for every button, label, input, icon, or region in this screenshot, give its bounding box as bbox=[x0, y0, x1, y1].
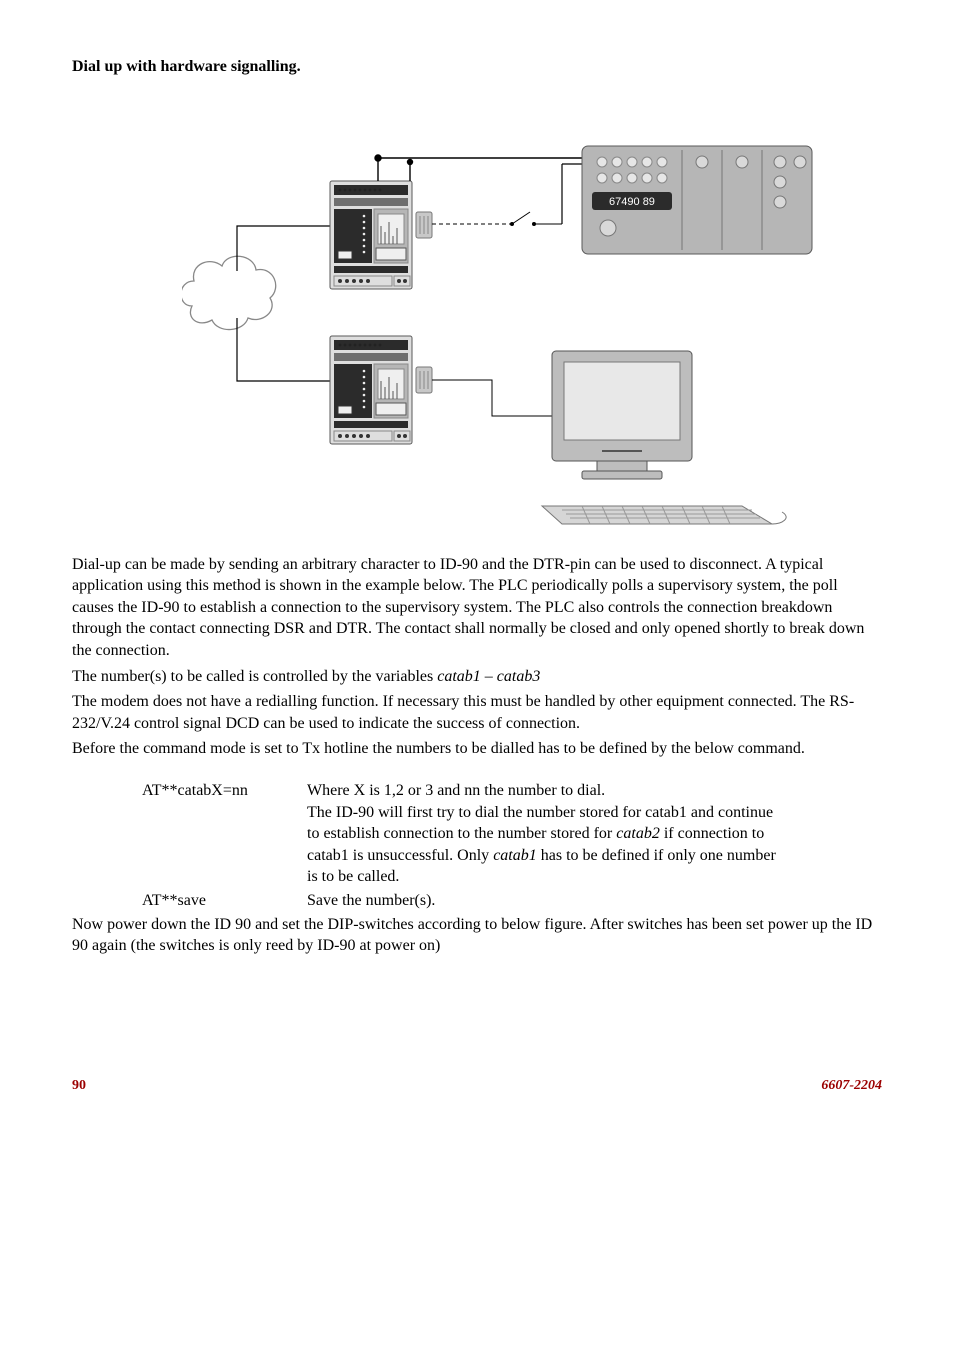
command-row: AT**save Save the number(s). bbox=[142, 890, 882, 912]
page-number: 90 bbox=[72, 1077, 86, 1096]
body-text: The number(s) to be called is controlled… bbox=[72, 668, 437, 685]
command-description: Where X is 1,2 or 3 and nn the number to… bbox=[307, 780, 787, 888]
command-name: AT**catabX=nn bbox=[142, 780, 307, 888]
network-diagram: 67490 89 bbox=[182, 106, 882, 526]
body-paragraph-2: Now power down the ID 90 and set the DIP… bbox=[72, 914, 882, 957]
modem-bottom bbox=[330, 336, 412, 444]
command-name: AT**save bbox=[142, 890, 307, 912]
computer-icon bbox=[542, 351, 786, 524]
command-table: AT**catabX=nn Where X is 1,2 or 3 and nn… bbox=[142, 780, 882, 912]
document-number: 6607-2204 bbox=[821, 1077, 882, 1096]
body-text: The number(s) to be called is controlled… bbox=[72, 666, 882, 688]
variable-name: catab2 bbox=[616, 825, 660, 842]
body-text: Where X is 1,2 or 3 and nn the number to… bbox=[307, 782, 605, 799]
modem-top bbox=[330, 181, 412, 289]
body-text: Dial-up can be made by sending an arbitr… bbox=[72, 554, 882, 662]
serial-cable-top bbox=[416, 212, 562, 238]
plc-panel: 67490 89 bbox=[582, 146, 812, 254]
serial-cable-bottom bbox=[416, 367, 552, 416]
cloud-icon bbox=[182, 256, 276, 329]
body-paragraph-1: Dial-up can be made by sending an arbitr… bbox=[72, 554, 882, 760]
variable-name: catab1 – catab3 bbox=[437, 668, 540, 685]
page-footer: 90 6607-2204 bbox=[72, 1077, 882, 1096]
plc-display-text: 67490 89 bbox=[609, 196, 655, 208]
section-heading: Dial up with hardware signalling. bbox=[72, 56, 882, 78]
body-text: The modem does not have a redialling fun… bbox=[72, 691, 882, 734]
command-row: AT**catabX=nn Where X is 1,2 or 3 and nn… bbox=[142, 780, 882, 888]
command-description: Save the number(s). bbox=[307, 890, 787, 912]
variable-name: catab1 bbox=[493, 847, 537, 864]
body-text: Before the command mode is set to Tx hot… bbox=[72, 738, 882, 760]
link-line bbox=[237, 318, 330, 381]
body-text: Now power down the ID 90 and set the DIP… bbox=[72, 914, 882, 957]
